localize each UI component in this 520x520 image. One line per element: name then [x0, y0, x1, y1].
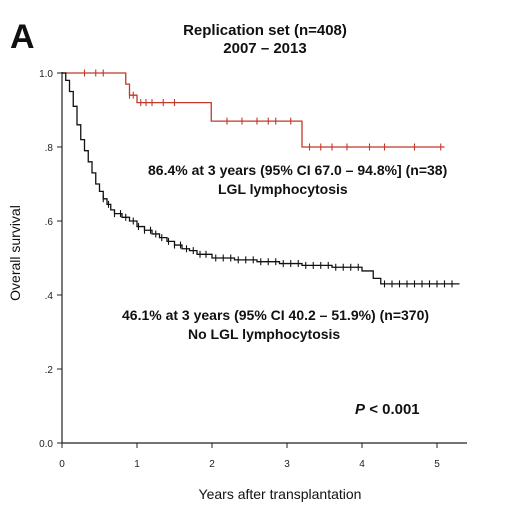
km-curve-lgl-lymphocytosis [62, 72, 445, 148]
p-value-symbol: P [355, 401, 366, 418]
y-tick-label: .8 [45, 143, 54, 154]
panel-letter: A [10, 18, 35, 56]
annotation-no-lgl-stat: 46.1% at 3 years (95% CI 40.2 – 51.9%) (… [122, 307, 430, 323]
x-axis-label: Years after transplantation [198, 486, 362, 502]
x-tick-label: 1 [134, 459, 140, 470]
x-tick-label: 4 [359, 459, 365, 470]
y-tick-label: .6 [45, 217, 54, 228]
y-tick-label: 0.0 [39, 439, 53, 450]
annotation-no-lgl-label: No LGL lymphocytosis [188, 326, 341, 342]
x-tick-label: 3 [284, 459, 290, 470]
chart-title-line-1: Replication set (n=408) [183, 22, 347, 39]
x-tick-label: 0 [59, 459, 65, 470]
p-value-annotation: P < 0.001 [355, 401, 420, 418]
y-tick-label: .2 [45, 365, 54, 376]
annotation-lgl-label: LGL lymphocytosis [218, 181, 348, 197]
p-value-text: < 0.001 [369, 401, 420, 418]
x-tick-label: 2 [209, 459, 215, 470]
chart-title-line-2: 2007 – 2013 [223, 40, 307, 57]
annotation-lgl-stat: 86.4% at 3 years (95% CI 67.0 – 94.8%] (… [148, 162, 448, 178]
km-curve-no-lgl-lymphocytosis [62, 72, 460, 285]
x-tick-label: 5 [434, 459, 440, 470]
y-tick-label: .4 [45, 291, 54, 302]
y-axis-label: Overall survival [7, 205, 23, 301]
y-tick-label: 1.0 [39, 69, 53, 80]
